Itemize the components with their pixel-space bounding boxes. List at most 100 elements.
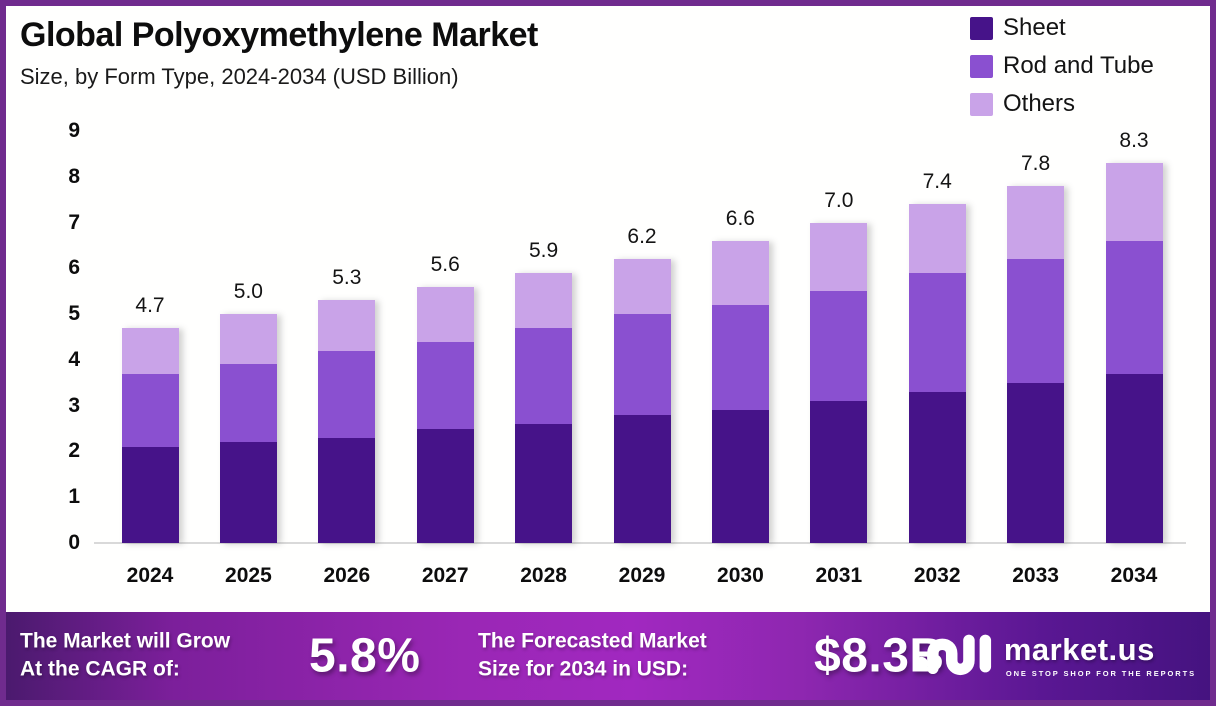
bar-total-label: 5.6 bbox=[430, 252, 460, 276]
bar-total-label: 5.3 bbox=[332, 266, 362, 290]
bar-segment-rod-and-tube bbox=[810, 291, 868, 402]
x-axis-label-2030: 2030 bbox=[717, 564, 764, 587]
bar-segment-sheet bbox=[810, 401, 868, 543]
bar-segment-others bbox=[416, 286, 474, 342]
bar-2024: 4.7 2024 bbox=[121, 294, 179, 587]
bar-segment-others bbox=[219, 314, 277, 365]
bar-total-label: 5.0 bbox=[233, 280, 263, 304]
bar-2026: 5.3 2026 bbox=[318, 266, 376, 587]
legend-item-rod-and-tube: Rod and Tube bbox=[970, 52, 1154, 80]
bar-2029: 6.2 2029 bbox=[613, 225, 671, 587]
bar-segment-sheet bbox=[1105, 373, 1163, 543]
forecast-label: The Forecasted Market Size for 2034 in U… bbox=[478, 628, 707, 685]
bar-segment-others bbox=[1105, 163, 1163, 241]
legend-swatch-rod-and-tube bbox=[970, 54, 993, 78]
bar-segment-others bbox=[515, 272, 573, 328]
bar-total-label: 7.8 bbox=[1020, 151, 1051, 175]
brand-text: market.us ONE STOP SHOP FOR THE REPORTS bbox=[1004, 634, 1196, 678]
x-axis-label-2027: 2027 bbox=[421, 564, 469, 587]
bar-segment-rod-and-tube bbox=[121, 373, 179, 447]
legend-swatch-sheet bbox=[970, 16, 993, 40]
y-tick-6: 6 bbox=[68, 256, 80, 280]
brand-logo: market.us ONE STOP SHOP FOR THE REPORTS bbox=[914, 627, 1196, 685]
cagr-label-line1: The Market will Grow bbox=[20, 629, 231, 653]
legend-item-sheet: Sheet bbox=[970, 14, 1154, 42]
page-title: Global Polyoxymethylene Market bbox=[20, 16, 538, 54]
legend-label-others: Others bbox=[1003, 90, 1076, 117]
x-axis-label-2024: 2024 bbox=[126, 564, 174, 587]
forecast-label-line1: The Forecasted Market bbox=[478, 629, 707, 653]
bar-segment-others bbox=[1007, 185, 1065, 260]
y-tick-2: 2 bbox=[68, 439, 80, 463]
bar-segment-rod-and-tube bbox=[711, 304, 769, 411]
page-subtitle: Size, by Form Type, 2024-2034 (USD Billi… bbox=[20, 64, 459, 89]
bar-total-label: 7.0 bbox=[824, 188, 854, 212]
y-tick-9: 9 bbox=[68, 118, 80, 142]
bar-2030: 6.6 2030 bbox=[711, 207, 769, 587]
bar-2027: 5.6 2027 bbox=[416, 253, 474, 587]
bar-segment-rod-and-tube bbox=[219, 364, 277, 443]
bar-total-label: 4.7 bbox=[135, 293, 165, 317]
cagr-value: 5.8% bbox=[309, 629, 421, 683]
bar-segment-sheet bbox=[711, 410, 769, 543]
x-axis-label-2033: 2033 bbox=[1012, 564, 1059, 587]
forecast-label-line2: Size for 2034 in USD: bbox=[478, 658, 689, 681]
x-axis-label-2031: 2031 bbox=[815, 564, 863, 587]
bar-segment-rod-and-tube bbox=[908, 272, 966, 392]
bar-total-label: 6.6 bbox=[725, 206, 755, 230]
bar-segment-rod-and-tube bbox=[1007, 259, 1065, 383]
y-tick-3: 3 bbox=[68, 393, 80, 417]
bar-2033: 7.8 2033 bbox=[1007, 152, 1065, 587]
x-axis-line bbox=[94, 542, 1186, 544]
y-tick-0: 0 bbox=[68, 531, 80, 554]
x-axis-label-2032: 2032 bbox=[913, 564, 961, 587]
bar-segment-rod-and-tube bbox=[1105, 240, 1163, 374]
bar-segment-sheet bbox=[219, 442, 277, 543]
bar-segment-sheet bbox=[515, 423, 573, 543]
bar-2025: 5.0 2025 bbox=[219, 280, 277, 587]
bar-segment-others bbox=[318, 300, 376, 351]
bar-total-label: 8.3 bbox=[1119, 129, 1149, 153]
x-axis-label-2026: 2026 bbox=[323, 564, 371, 587]
bar-total-label: 6.2 bbox=[627, 225, 657, 249]
x-axis-label-2029: 2029 bbox=[618, 564, 666, 587]
bar-segment-sheet bbox=[318, 437, 376, 543]
x-axis-label-2028: 2028 bbox=[520, 564, 567, 587]
bar-2032: 7.4 2032 bbox=[908, 170, 966, 587]
market-us-logo-icon bbox=[914, 634, 991, 675]
forecast-value: $8.3B bbox=[814, 629, 945, 683]
x-axis-label-2034: 2034 bbox=[1110, 564, 1158, 587]
legend-item-others: Others bbox=[970, 90, 1154, 118]
bar-segment-sheet bbox=[416, 428, 474, 543]
bar-segment-sheet bbox=[908, 391, 966, 543]
y-tick-7: 7 bbox=[68, 210, 80, 234]
bar-2028: 5.9 2028 bbox=[515, 239, 573, 587]
bar-total-label: 7.4 bbox=[922, 170, 952, 194]
legend-swatch-others bbox=[970, 92, 993, 116]
cagr-label: The Market will Grow At the CAGR of: bbox=[20, 628, 230, 685]
bar-2034: 8.3 2034 bbox=[1105, 129, 1163, 587]
legend-label-rod-and-tube: Rod and Tube bbox=[1003, 52, 1154, 79]
y-tick-1: 1 bbox=[68, 485, 80, 509]
footer-banner: The Market will Grow At the CAGR of: 5.8… bbox=[6, 612, 1210, 700]
bar-segment-others bbox=[810, 222, 868, 292]
chart-legend: Sheet Rod and Tube Others bbox=[970, 14, 1154, 128]
brand-name: market.us bbox=[1003, 632, 1155, 667]
bar-segment-others bbox=[613, 259, 671, 315]
bar-2031: 7.0 2031 bbox=[810, 189, 868, 587]
bar-segment-sheet bbox=[1007, 382, 1065, 543]
bar-segment-others bbox=[121, 327, 179, 374]
legend-label-sheet: Sheet bbox=[1003, 14, 1066, 41]
bar-segment-rod-and-tube bbox=[515, 327, 573, 424]
brand-tagline: ONE STOP SHOP FOR THE REPORTS bbox=[1005, 669, 1196, 678]
bar-segment-rod-and-tube bbox=[318, 350, 376, 438]
cagr-label-line2: At the CAGR of: bbox=[20, 658, 180, 681]
y-tick-4: 4 bbox=[68, 347, 80, 371]
bar-total-label: 5.9 bbox=[528, 238, 559, 262]
y-tick-8: 8 bbox=[68, 164, 80, 188]
bar-segment-others bbox=[711, 240, 769, 305]
y-tick-5: 5 bbox=[68, 302, 80, 326]
x-axis-label-2025: 2025 bbox=[225, 564, 272, 587]
bar-segment-sheet bbox=[121, 446, 179, 543]
